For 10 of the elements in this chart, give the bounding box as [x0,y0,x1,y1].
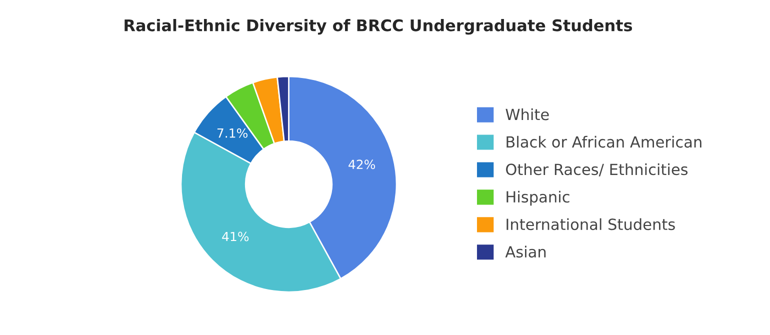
data-label: 7.1% [217,128,248,138]
legend-label: Black or African American [506,136,702,148]
data-label: 42% [348,160,376,170]
data-label: 41% [222,232,249,242]
legend-label: International Students [506,218,675,230]
legend-label: Hispanic [506,190,570,206]
legend-label: Asian [505,246,546,258]
legend-label: White [506,108,549,120]
legend-label: Other Races/ Ethnicities [506,163,688,176]
chart-title: Racial-Ethnic Diversity of BRCC Undergraduate Students [124,19,632,35]
